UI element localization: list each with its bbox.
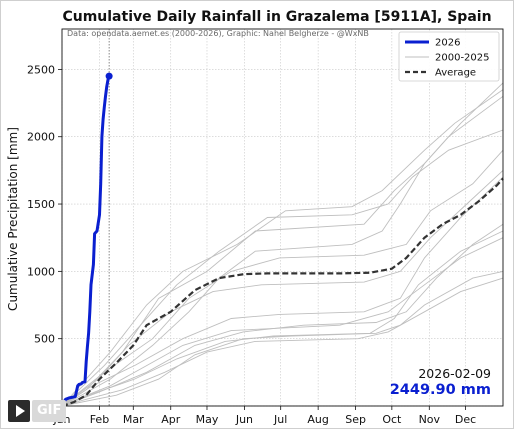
history-line xyxy=(61,277,504,407)
y-tick-label: 500 xyxy=(34,333,55,346)
history-line xyxy=(61,89,504,407)
chart-subtitle: Data: opendata.aemet.es (2000-2026), Gra… xyxy=(67,29,369,38)
x-tick-label: Jul xyxy=(273,413,287,426)
play-button[interactable] xyxy=(8,400,30,422)
x-tick-label: Aug xyxy=(307,413,328,426)
gif-controls: GIF xyxy=(8,400,67,422)
legend-label: Average xyxy=(435,68,476,79)
y-tick-label: 2000 xyxy=(27,131,55,144)
history-line xyxy=(61,230,504,407)
x-tick-label: Oct xyxy=(382,413,402,426)
history-line xyxy=(61,270,504,407)
x-tick-label: Sep xyxy=(345,413,366,426)
x-tick-label: May xyxy=(196,413,219,426)
legend-box xyxy=(398,31,500,82)
x-tick-label: Jun xyxy=(235,413,253,426)
gif-badge: GIF xyxy=(32,400,67,422)
x-tick-label: Apr xyxy=(161,413,181,426)
y-axis-label: Cumulative Precipitation [mm] xyxy=(6,127,20,311)
play-icon xyxy=(15,405,25,417)
history-line xyxy=(61,95,504,407)
axes-frame xyxy=(61,28,504,407)
average-line xyxy=(61,177,504,408)
annotation-date: 2026-02-09 xyxy=(418,366,491,381)
y-tick-label: 1000 xyxy=(27,265,55,278)
history-line xyxy=(61,176,504,407)
history-line xyxy=(61,129,504,407)
annotation-total: 2449.90 mm xyxy=(390,382,491,398)
series-2026-endpoint xyxy=(105,72,113,80)
legend: 2026 2000-2025 Average xyxy=(398,31,500,82)
legend-label: 2000-2025 xyxy=(435,53,490,64)
x-tick-label: Dec xyxy=(455,413,476,426)
history-line xyxy=(61,170,504,407)
x-tick-label: Nov xyxy=(419,413,441,426)
y-tick-label: 2500 xyxy=(27,63,55,76)
x-tick-label: Mar xyxy=(123,413,144,426)
x-tick-label: Feb xyxy=(90,413,109,426)
series-2026-line xyxy=(60,75,111,407)
history-line xyxy=(61,237,504,407)
history-line xyxy=(61,149,504,407)
chart-title: Cumulative Daily Rainfall in Grazalema [… xyxy=(62,9,491,25)
legend-label: 2026 xyxy=(435,38,460,49)
y-tick-label: 1500 xyxy=(27,198,55,211)
